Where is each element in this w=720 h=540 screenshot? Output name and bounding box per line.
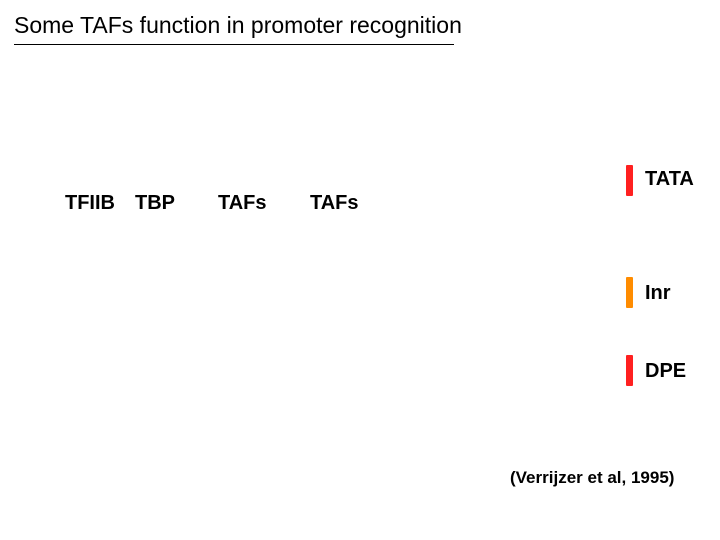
bar-dpe — [626, 355, 633, 386]
bar-inr — [626, 277, 633, 308]
label-tafs-1: TAFs — [218, 192, 267, 215]
title-underline — [14, 44, 454, 45]
label-tafs-2: TAFs — [310, 192, 359, 215]
label-tata: TATA — [645, 168, 694, 191]
label-inr: Inr — [645, 282, 671, 305]
bar-tata — [626, 165, 633, 196]
label-dpe: DPE — [645, 360, 686, 383]
slide-title: Some TAFs function in promoter recogniti… — [14, 12, 462, 39]
citation: (Verrijzer et al, 1995) — [510, 468, 674, 488]
label-tfiib: TFIIB — [65, 192, 115, 215]
label-tbp: TBP — [135, 192, 175, 215]
